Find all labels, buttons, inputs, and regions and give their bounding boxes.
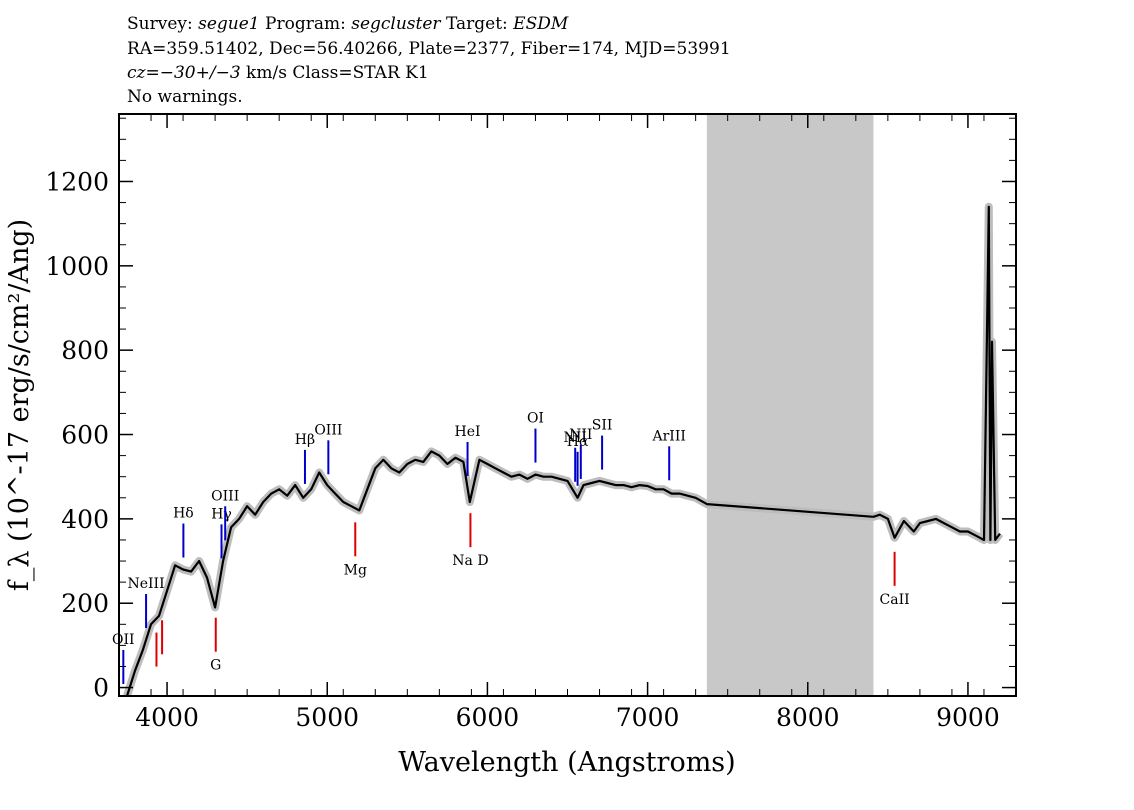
program-value: segcluster <box>351 14 441 34</box>
line-label-na-d-18: Na D <box>452 553 488 569</box>
y-tick-label-400: 400 <box>61 505 109 534</box>
line-label-oiii-4: OIII <box>211 488 239 504</box>
cz-value: −30+/−3 <box>159 63 241 83</box>
cz-unit-class: km/s Class=STAR K1 <box>240 63 429 83</box>
program-label: Program: <box>265 14 346 34</box>
y-tick-label-600: 600 <box>61 421 109 450</box>
line-label-h--3: Hγ <box>211 506 232 522</box>
line-label-hei-7: HeI <box>455 424 481 440</box>
line-label-mg-17: Mg <box>344 562 367 578</box>
y-axis-title: f_λ (10^-17 erg/s/cm²/Ang) <box>4 219 35 591</box>
target-value: ESDM <box>513 14 569 34</box>
survey-label: Survey: <box>127 14 193 34</box>
y-tick-label-200: 200 <box>61 589 109 618</box>
line-label-oiii-6: OIII <box>314 422 342 438</box>
header-line-3: cz=−30+/−3 km/s Class=STAR K1 <box>127 63 429 83</box>
x-tick-label-5000: 5000 <box>295 703 359 732</box>
line-label-h--10: Hα <box>567 434 589 450</box>
target-label: Target: <box>445 14 508 34</box>
line-label-neiii-1: NeIII <box>127 576 164 592</box>
header-line-1: Survey: segue1 Program: segcluster Targe… <box>127 14 568 34</box>
line-label-ariii-13: ArIII <box>652 428 686 444</box>
flux-series-line <box>125 205 1001 697</box>
x-tick-label-4000: 4000 <box>135 703 199 732</box>
x-tick-label-6000: 6000 <box>456 703 520 732</box>
y-tick-label-0: 0 <box>93 674 109 703</box>
masked-region <box>706 114 874 696</box>
x-tick-label-8000: 8000 <box>776 703 840 732</box>
x-tick-label-7000: 7000 <box>616 703 680 732</box>
line-label-h--2: Hδ <box>173 506 194 522</box>
y-tick-label-1000: 1000 <box>45 252 109 281</box>
header-line-2: RA=359.51402, Dec=56.40266, Plate=2377, … <box>127 39 731 59</box>
line-label-nii-11: NII <box>569 427 592 443</box>
plot-frame <box>118 113 1017 697</box>
line-label-nii-9: NII <box>564 430 587 446</box>
y-tick-label-800: 800 <box>61 336 109 365</box>
line-label-oii-0: OII <box>112 632 135 648</box>
cz-label: cz= <box>127 63 160 83</box>
y-tick-label-1200: 1200 <box>45 167 109 196</box>
line-label-sii-12: SII <box>592 418 613 434</box>
line-label-caii-19: CaII <box>880 592 910 608</box>
header-line-4: No warnings. <box>127 87 243 107</box>
line-label-oi-8: OI <box>527 411 544 427</box>
line-label-g-16: G <box>210 658 221 674</box>
x-tick-label-9000: 9000 <box>936 703 1000 732</box>
line-label-h--5: Hβ <box>295 432 315 448</box>
x-axis-title: Wavelength (Angstroms) <box>398 747 735 778</box>
survey-value: segue1 <box>198 14 260 34</box>
